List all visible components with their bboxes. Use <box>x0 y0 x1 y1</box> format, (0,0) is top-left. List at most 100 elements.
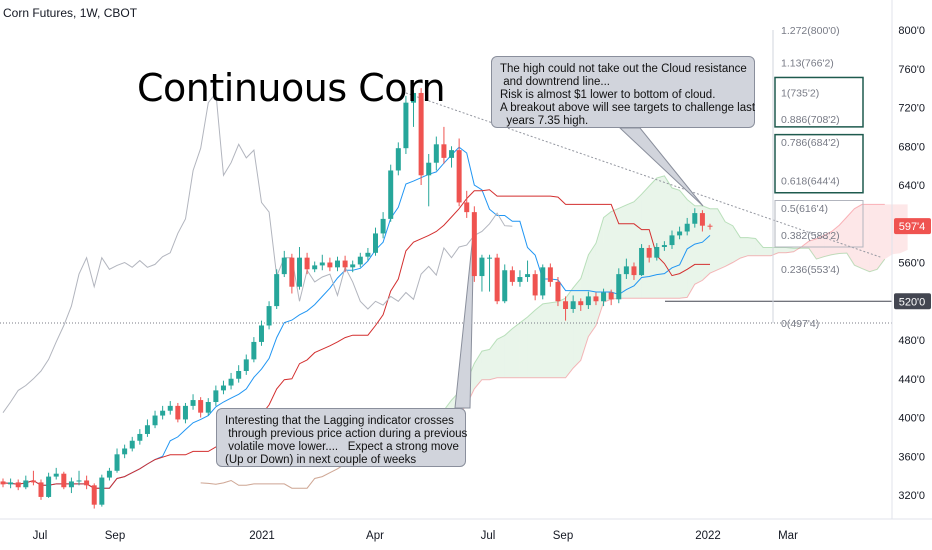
candle-body <box>0 481 6 485</box>
candle-body <box>175 405 181 420</box>
fib-box-lower <box>774 200 864 248</box>
cloud-segment <box>793 247 802 252</box>
fib-level-label: 0.886(708'2) <box>781 114 840 126</box>
candle-body <box>68 481 74 488</box>
candle-body <box>266 306 272 326</box>
fib-level-label: 1.272(800'0) <box>781 25 840 37</box>
candle-body <box>699 213 705 226</box>
candle-body <box>623 266 629 275</box>
candle-body <box>15 482 21 488</box>
candle-body <box>426 162 432 176</box>
price-tick-label: 440'0 <box>898 374 925 386</box>
candle-body <box>456 150 462 203</box>
candle-body <box>654 247 660 258</box>
candle-body <box>517 277 523 282</box>
cloud-segment <box>862 204 870 272</box>
candle-body <box>585 296 591 306</box>
candle-body <box>373 233 379 253</box>
candle-body <box>144 425 150 434</box>
lagging-annotation[interactable]: Interesting that the Lagging indicator c… <box>216 408 467 467</box>
candle-body <box>380 218 386 234</box>
candle-body <box>593 296 599 302</box>
candle-body <box>312 265 318 270</box>
candle-body <box>532 274 538 296</box>
chart-title: Continuous Corn <box>137 66 446 110</box>
candle-body <box>395 148 401 171</box>
last-price-tag-text: 597'4 <box>899 221 926 233</box>
candle-body <box>289 257 295 287</box>
candle-body <box>258 325 264 342</box>
time-tick-label: Sep <box>105 530 125 542</box>
fib-box-middle <box>774 133 864 194</box>
last-price-tag <box>894 218 931 235</box>
level-price-tag <box>894 293 931 310</box>
candle-body <box>334 260 340 268</box>
candle-body <box>8 482 14 485</box>
candle-body <box>494 257 500 302</box>
cloud-segment <box>504 328 513 378</box>
cloud-segment <box>884 204 893 260</box>
fib-box-upper <box>774 76 864 128</box>
candle-body <box>53 473 59 477</box>
candle-body <box>669 235 675 246</box>
cloud-segment <box>649 177 657 299</box>
cloud-segment <box>808 238 817 260</box>
candle-body <box>616 274 622 300</box>
cloud-segment <box>542 302 551 378</box>
cloud-segment <box>603 211 612 303</box>
candle-body <box>46 476 52 497</box>
fib-level-label: 0.5(616'4) <box>781 203 828 215</box>
candle-body <box>296 257 302 287</box>
cloud-segment <box>846 208 855 266</box>
candle-body <box>639 247 645 276</box>
cloud-segment <box>535 303 543 378</box>
candle-body <box>152 415 158 426</box>
price-tick-label: 760'0 <box>898 64 925 76</box>
candle-body <box>182 405 188 420</box>
cloud-segment <box>671 187 680 299</box>
candle-body <box>570 301 576 309</box>
candle-body <box>692 213 698 224</box>
cloud-segment <box>869 204 878 272</box>
candle-body <box>251 341 257 360</box>
price-tick-label: 560'0 <box>898 258 925 270</box>
price-tick-label: 720'0 <box>898 103 925 115</box>
candle-body <box>684 223 690 232</box>
cloud-segment <box>748 237 756 256</box>
candle-body <box>304 257 310 270</box>
senkou-span-a <box>200 175 886 489</box>
cloud-segment <box>580 254 589 361</box>
candle-body <box>61 473 67 488</box>
fib-level-label: 0.382(588'2) <box>781 230 840 242</box>
cloud-annotation[interactable]: The high could not take out the Cloud re… <box>491 56 755 128</box>
candle-body <box>190 400 196 406</box>
fib-retracement: 1.272(800'0) 1.13(766'2) 1(735'2) 0.886(708… <box>772 25 864 330</box>
cloud-segment <box>801 241 809 249</box>
cloud-segment <box>481 349 490 380</box>
candle-body <box>281 257 287 275</box>
fib-level-label: 0.786(684'2) <box>781 137 840 149</box>
time-tick-label: 2022 <box>695 530 721 542</box>
candle-body <box>357 256 363 265</box>
candle-body <box>464 202 470 213</box>
candle-body <box>91 485 97 505</box>
cloud-segment <box>550 301 558 378</box>
cloud-segment <box>474 351 482 389</box>
candle-body <box>540 267 546 296</box>
candle-body <box>236 371 242 379</box>
candle-body <box>205 402 211 413</box>
candle-body <box>547 267 553 282</box>
fib-level-label: 1.13(766'2) <box>781 58 834 70</box>
cloud-segment <box>626 201 634 299</box>
candle-body <box>365 252 371 257</box>
price-tick-label: 640'0 <box>898 180 925 192</box>
candle-body <box>167 405 173 411</box>
cloud-segment <box>679 190 688 299</box>
candle-body <box>555 281 561 302</box>
cloud-segment <box>497 335 505 378</box>
candle-body <box>243 359 249 371</box>
cloud-segment <box>732 225 741 263</box>
candle-body <box>160 410 166 416</box>
